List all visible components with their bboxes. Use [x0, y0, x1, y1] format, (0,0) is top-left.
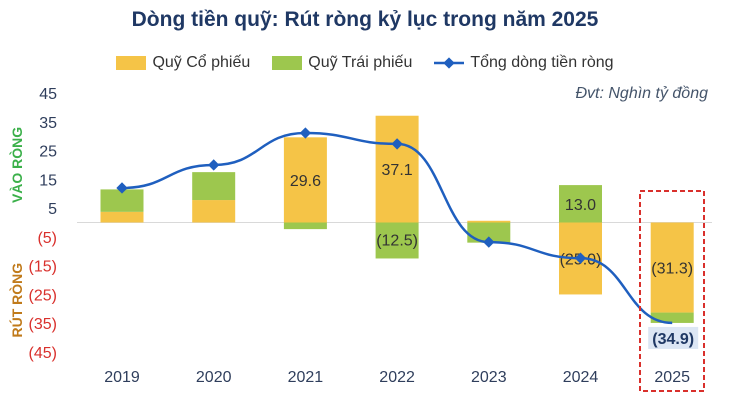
x-tick-label: 2021 [288, 369, 324, 386]
total-label-bg [648, 326, 699, 349]
y-tick-label: (25) [29, 287, 57, 304]
x-tick-label: 2019 [104, 369, 140, 386]
bar-equity [100, 211, 144, 223]
total-marker [208, 159, 220, 171]
bar-equity [467, 220, 511, 223]
total-marker [391, 138, 403, 150]
legend-label: Tổng dòng tiền ròng [470, 54, 614, 71]
legend-label: Quỹ Cổ phiếu [152, 54, 251, 71]
legend-label: Quỹ Trái phiếu [308, 54, 413, 71]
unit-note: Đvt: Nghìn tỷ đồng [575, 85, 708, 102]
total-marker [483, 236, 495, 248]
legend-line-icon [434, 57, 465, 69]
legend-swatch [116, 56, 147, 70]
bar-bond [559, 185, 602, 223]
legend-swatch [272, 56, 303, 70]
y-tick-label: 35 [39, 115, 57, 132]
total-data-label: (34.9) [652, 331, 694, 348]
bar-bond [283, 222, 327, 230]
legend: Quỹ Cổ phiếu Quỹ Trái phiếu Tổng dòng ti… [0, 54, 730, 72]
total-marker [574, 252, 587, 264]
bar-bond [650, 312, 694, 323]
y-tick-label: (5) [37, 230, 57, 247]
bar-equity [650, 222, 694, 313]
y-tick-label: 15 [39, 172, 57, 189]
y-tick-label: 5 [48, 201, 57, 218]
total-marker [299, 127, 312, 139]
y-tick-label: (15) [29, 259, 57, 276]
bar-equity [283, 137, 327, 223]
data-label: (12.5) [376, 233, 418, 250]
y-tick-label: (45) [29, 345, 57, 362]
data-label: 13.0 [565, 197, 596, 214]
y-tick-label: (35) [29, 316, 57, 333]
bar-bond [375, 222, 419, 259]
bar-bond [100, 189, 144, 212]
x-tick-label: 2020 [196, 369, 232, 386]
highlight-box-2025 [639, 190, 705, 392]
negative-axis-label: RÚT RÒNG [8, 263, 25, 338]
legend-item-equity: Quỹ Cổ phiếu [116, 54, 250, 72]
x-tick-label: 2023 [471, 369, 507, 386]
bar-bond [467, 222, 511, 243]
x-tick-label: 2025 [654, 369, 690, 386]
legend-item-total: Tổng dòng tiền ròng [434, 54, 614, 72]
bar-equity [192, 200, 236, 223]
x-tick-label: 2024 [563, 369, 599, 386]
legend-item-bond: Quỹ Trái phiếu [272, 54, 412, 72]
data-label: 29.6 [290, 173, 321, 190]
bar-equity [375, 115, 419, 223]
y-tick-label: 45 [39, 86, 57, 103]
data-label: 37.1 [382, 162, 413, 179]
y-tick-label: 25 [39, 144, 57, 161]
positive-axis-label: VÀO RÒNG [8, 127, 25, 203]
x-tick-label: 2022 [379, 369, 415, 386]
bar-bond [192, 172, 236, 201]
data-label: (31.3) [651, 261, 693, 278]
chart-title: Dòng tiền quỹ: Rút ròng kỷ lục trong năm… [131, 8, 599, 31]
